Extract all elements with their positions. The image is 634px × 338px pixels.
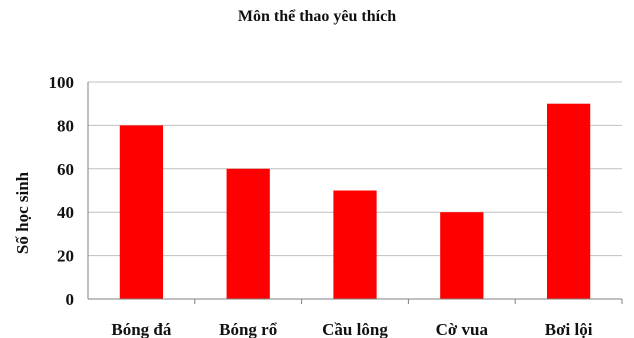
x-tick-label: Bóng đá <box>111 320 171 338</box>
y-tick-labels: 0 20 40 60 80 100 <box>49 73 75 309</box>
y-tick-label: 60 <box>57 160 74 179</box>
y-tick-label: 80 <box>57 116 74 135</box>
y-tick-label: 0 <box>66 290 75 309</box>
bar <box>119 125 164 300</box>
bar <box>333 190 377 299</box>
x-tick-label: Cờ vua <box>436 320 489 338</box>
y-axis-title: Số học sinh <box>13 171 32 254</box>
x-tick-label: Cầu lông <box>322 320 388 338</box>
x-tick-label: Bơi lội <box>545 320 593 338</box>
bar <box>440 212 484 299</box>
x-tick-labels: Bóng đá Bóng rổ Cầu lông Cờ vua Bơi lội <box>111 320 592 338</box>
bar <box>226 168 270 299</box>
x-tick-label: Bóng rổ <box>219 320 278 338</box>
y-tick-label: 40 <box>57 203 74 222</box>
chart-title: Môn thể thao yêu thích <box>237 8 397 25</box>
axes <box>87 82 623 304</box>
bar <box>546 103 591 299</box>
y-tick-label: 100 <box>49 73 75 92</box>
bars <box>119 103 591 300</box>
y-tick-label: 20 <box>57 247 74 266</box>
